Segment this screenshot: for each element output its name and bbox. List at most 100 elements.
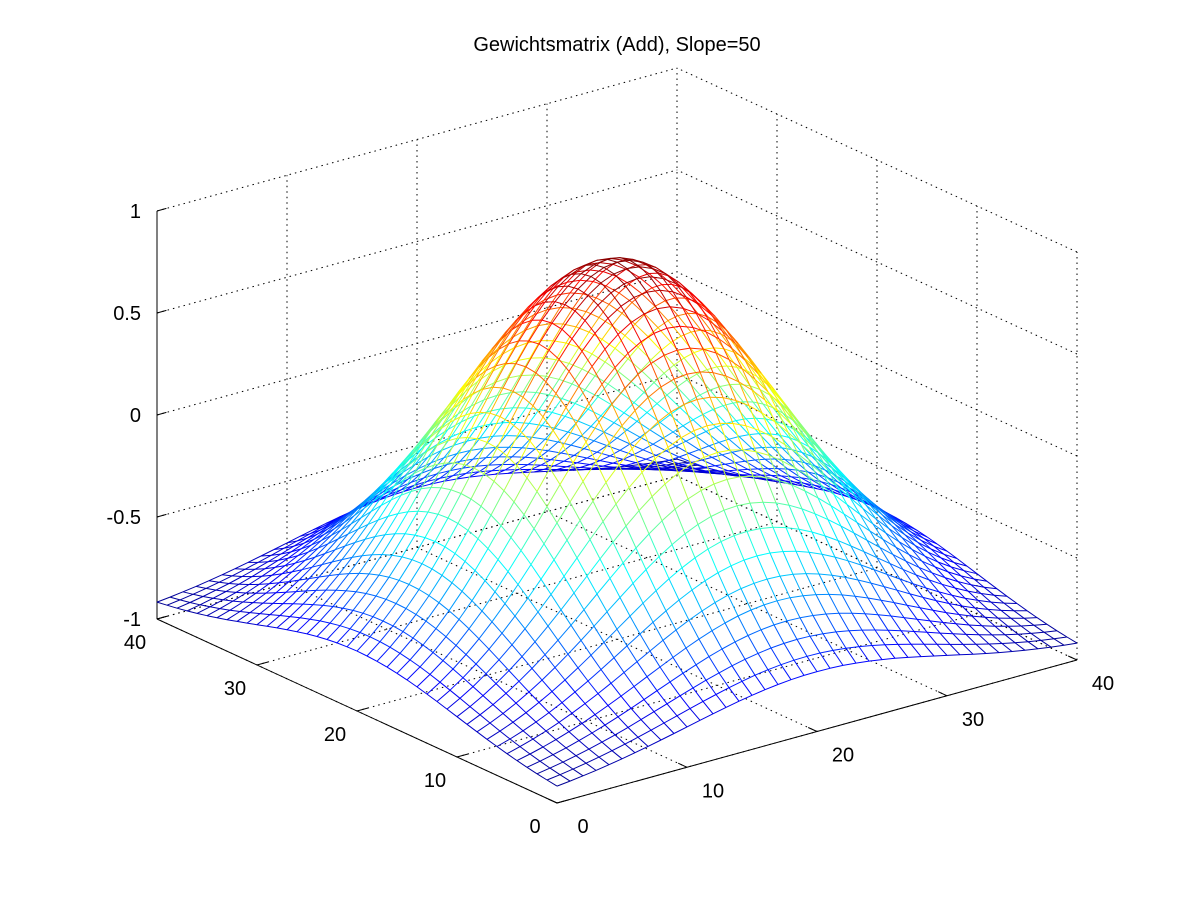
mesh-segment: [647, 336, 662, 351]
mesh-segment: [684, 523, 699, 535]
mesh-segment: [536, 309, 548, 327]
mesh-segment: [558, 722, 570, 733]
mesh-segment: [925, 587, 937, 601]
mesh-segment: [924, 555, 936, 568]
tick-label: 0: [130, 405, 141, 427]
mesh-segment: [782, 412, 794, 421]
mesh-segment: [634, 410, 646, 435]
mesh-segment: [554, 427, 569, 433]
mesh-segment: [816, 451, 831, 466]
mesh-segment: [402, 631, 414, 639]
mesh-segment: [437, 513, 449, 519]
mesh-segment: [516, 357, 531, 362]
mesh-segment: [561, 398, 576, 404]
mesh-segment: [423, 464, 435, 470]
mesh-segment: [310, 534, 325, 546]
mesh-segment: [624, 335, 639, 348]
mesh-segment: [308, 576, 320, 580]
mesh-segment: [688, 452, 703, 461]
mesh-segment: [780, 664, 792, 680]
mesh-segment: [718, 338, 730, 360]
mesh-segment: [1026, 610, 1038, 619]
mesh-segment: [199, 597, 214, 606]
mesh-segment: [659, 414, 671, 423]
mesh-segment: [555, 739, 567, 749]
mesh-segment: [695, 664, 707, 681]
mesh-segment: [551, 411, 566, 417]
mesh-segment: [942, 622, 957, 625]
mesh-segment: [876, 557, 891, 565]
mesh-segment: [636, 278, 648, 293]
mesh-segment: [259, 613, 271, 616]
mesh-segment: [410, 488, 422, 492]
mesh-segment: [611, 387, 626, 405]
mesh-segment: [582, 293, 597, 299]
mesh-segment: [322, 604, 334, 607]
mesh-segment: [526, 453, 541, 479]
mesh-segment: [425, 602, 440, 622]
mesh-segment: [426, 473, 438, 482]
mesh-segment: [567, 653, 579, 669]
mesh-segment: [444, 407, 456, 424]
mesh-segment: [718, 672, 730, 688]
mesh-segment: [687, 313, 702, 331]
mesh-segment: [779, 573, 794, 577]
mesh-segment: [411, 537, 426, 560]
mesh-segment: [828, 593, 843, 596]
mesh-segment: [543, 522, 558, 545]
mesh-segment: [351, 555, 363, 558]
mesh-segment: [728, 687, 740, 702]
mesh-segment: [470, 473, 485, 500]
mesh-segment: [333, 516, 348, 530]
mesh-segment: [639, 266, 651, 278]
mesh-segment: [456, 716, 468, 725]
mesh-segment: [548, 712, 560, 723]
grid-line-floor-x: [546, 511, 948, 697]
mesh-segment: [515, 340, 530, 364]
mesh-segment: [706, 366, 718, 371]
mesh-segment: [390, 479, 405, 501]
mesh-segment: [482, 683, 497, 696]
mesh-segment: [317, 543, 329, 549]
mesh-segment: [643, 308, 658, 315]
mesh-segment: [341, 556, 353, 561]
mesh-segment: [582, 769, 597, 777]
mesh-segment: [452, 399, 464, 408]
mesh-segment: [202, 589, 217, 597]
mesh-segment: [667, 447, 679, 474]
mesh-segment: [953, 562, 965, 572]
mesh-segment: [489, 722, 501, 732]
mesh-segment: [463, 464, 475, 469]
z-tick-mark: [156, 207, 167, 212]
mesh-segment: [630, 707, 642, 720]
mesh-segment: [795, 430, 810, 448]
mesh-segment: [434, 428, 449, 439]
mesh-segment: [610, 672, 625, 684]
mesh-segment: [505, 693, 517, 704]
mesh-segment: [986, 580, 998, 590]
mesh-segment: [1007, 625, 1019, 635]
mesh-segment: [426, 681, 441, 695]
mesh-segment: [345, 573, 360, 592]
mesh-segment: [703, 452, 718, 458]
mesh-segment: [378, 574, 390, 578]
mesh-segment: [890, 615, 905, 619]
mesh-segment: [430, 457, 445, 464]
mesh-segment: [602, 521, 614, 543]
mesh-segment: [611, 403, 623, 426]
x-tick-mark: [1067, 655, 1078, 661]
mesh-segment: [762, 502, 774, 528]
mesh-segment: [590, 641, 605, 656]
mesh-segment: [580, 625, 595, 641]
mesh-segment: [539, 323, 551, 341]
mesh-segment: [531, 654, 546, 669]
mesh-segment: [363, 492, 378, 509]
mesh-segment: [518, 423, 530, 437]
mesh-segment: [797, 453, 809, 477]
mesh-segment: [572, 462, 584, 482]
mesh-segment: [274, 565, 286, 568]
mesh-segment: [399, 652, 411, 661]
mesh-segment: [509, 422, 521, 431]
mesh-segment: [436, 422, 451, 446]
mesh-segment: [337, 533, 349, 540]
